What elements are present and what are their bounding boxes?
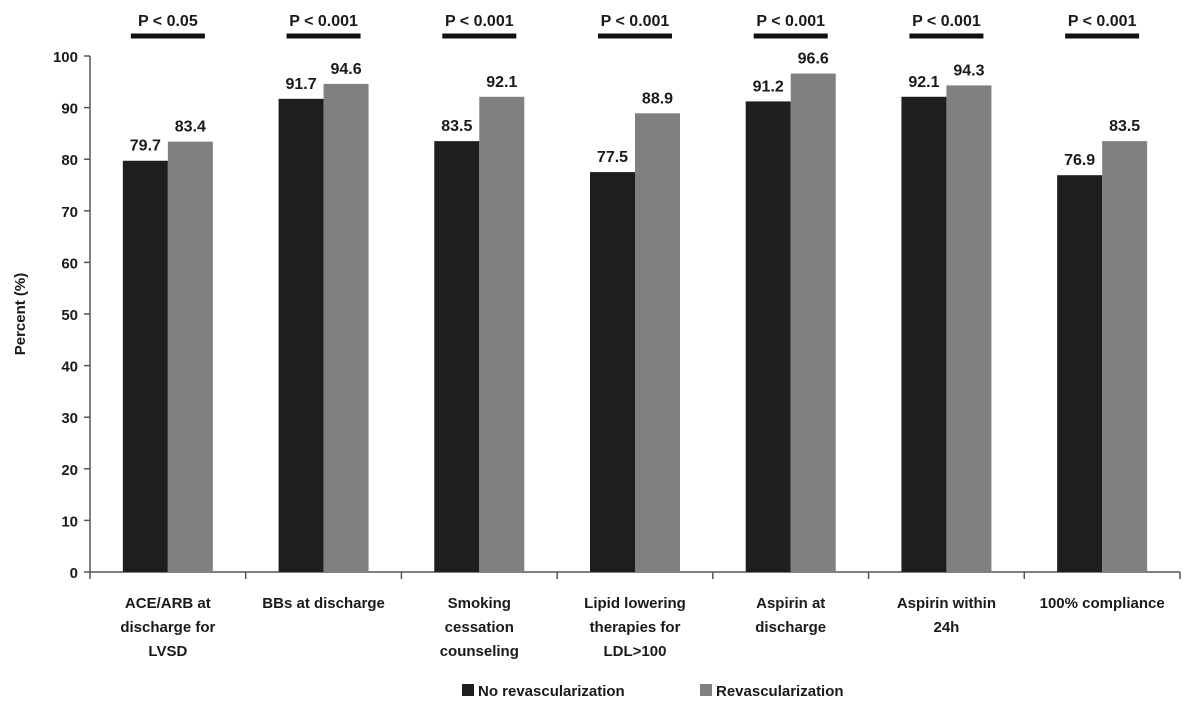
x-tick-label: discharge for (120, 619, 215, 636)
bar-revascularization (323, 83, 369, 572)
y-tick-label: 0 (70, 565, 78, 582)
data-label: 92.1 (486, 74, 517, 91)
x-tick-label: BBs at discharge (262, 595, 385, 612)
bar-revascularization (790, 73, 836, 572)
bar-revascularization (635, 113, 680, 572)
x-tick-label: 100% compliance (1040, 595, 1165, 612)
bar-no-revascularization (1057, 175, 1103, 573)
y-tick-label: 50 (61, 307, 78, 324)
legend-label: No revascularization (478, 683, 625, 700)
data-label: 94.3 (953, 62, 984, 79)
bar-no-revascularization (122, 160, 168, 573)
bar-no-revascularization (901, 96, 947, 572)
x-tick-label: Aspirin within (897, 595, 996, 612)
data-label: 83.5 (1109, 118, 1140, 135)
x-tick-label: Smoking (448, 595, 511, 612)
y-tick-label: 30 (61, 410, 78, 427)
y-tick-label: 100 (53, 49, 78, 66)
p-value-label: P < 0.001 (756, 13, 825, 30)
y-tick-label: 40 (61, 359, 78, 376)
data-label: 91.7 (286, 76, 317, 93)
bar-no-revascularization (434, 141, 480, 572)
p-value-label: P < 0.001 (601, 13, 670, 30)
data-label: 83.5 (441, 118, 472, 135)
p-value-label: P < 0.001 (1068, 13, 1137, 30)
data-label: 91.2 (753, 78, 784, 95)
data-label: 88.9 (642, 90, 673, 107)
x-tick-label: LVSD (148, 643, 187, 660)
legend-swatch-revascularization (700, 684, 712, 696)
y-tick-label: 90 (61, 101, 78, 118)
x-tick-label: therapies for (590, 619, 681, 636)
x-tick-label: Aspirin at (756, 595, 825, 612)
data-label: 76.9 (1064, 152, 1095, 169)
y-tick-label: 60 (61, 255, 78, 272)
p-value-label: P < 0.001 (445, 13, 514, 30)
bar-revascularization (946, 85, 992, 573)
bar-revascularization (167, 141, 213, 572)
bar-revascularization (479, 96, 525, 572)
legend-label: Revascularization (716, 683, 844, 700)
bar-revascularization (1102, 141, 1148, 572)
data-label: 77.5 (597, 149, 628, 166)
data-label: 96.6 (798, 51, 829, 68)
y-tick-label: 10 (61, 513, 78, 530)
y-tick-label: 20 (61, 462, 78, 479)
data-label: 79.7 (130, 138, 161, 155)
data-label: 92.1 (908, 74, 939, 91)
x-tick-label: counseling (440, 643, 519, 660)
p-value-label: P < 0.001 (289, 13, 358, 30)
legend-swatch-no-revascularization (462, 684, 474, 696)
data-label: 83.4 (175, 119, 206, 136)
x-tick-label: ACE/ARB at (125, 595, 211, 612)
p-value-label: P < 0.05 (138, 13, 198, 30)
y-tick-label: 80 (61, 152, 78, 169)
bar-no-revascularization (278, 98, 324, 572)
y-axis-label: Percent (%) (12, 273, 29, 356)
x-tick-label: cessation (445, 619, 514, 636)
x-tick-label: Lipid lowering (584, 595, 686, 612)
y-tick-label: 70 (61, 204, 78, 221)
data-label: 94.6 (331, 61, 362, 78)
p-value-label: P < 0.001 (912, 13, 981, 30)
bar-no-revascularization (590, 172, 635, 572)
x-tick-label: LDL>100 (604, 643, 667, 660)
x-tick-label: discharge (755, 619, 826, 636)
bar-no-revascularization (745, 101, 791, 573)
x-tick-label: 24h (933, 619, 959, 636)
